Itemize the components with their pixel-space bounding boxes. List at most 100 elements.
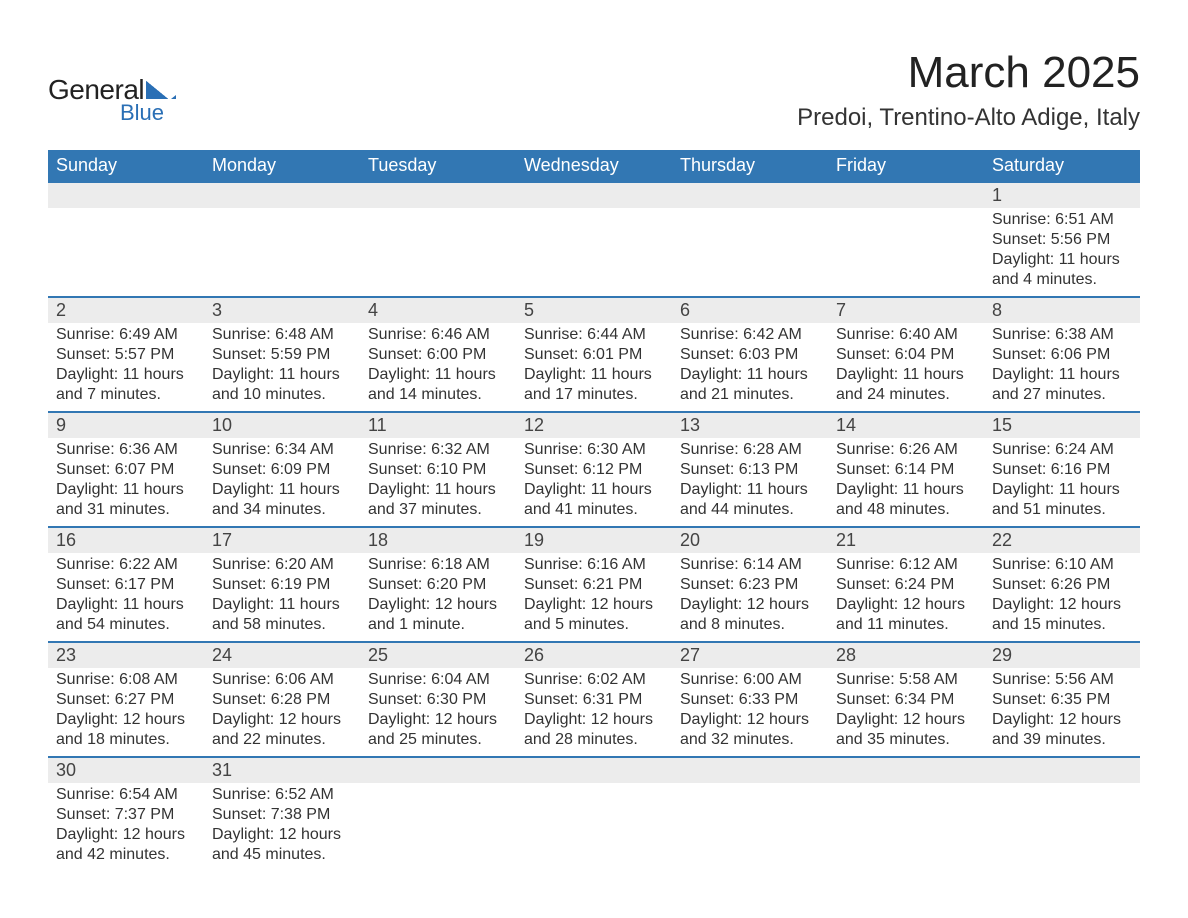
daylight-text: Daylight: 11 hours and 41 minutes.: [524, 480, 664, 520]
daylight-text: Daylight: 12 hours and 25 minutes.: [368, 710, 508, 750]
sunset-text: Sunset: 6:09 PM: [212, 460, 352, 480]
day-detail: Sunrise: 6:30 AMSunset: 6:12 PMDaylight:…: [516, 438, 672, 526]
day-detail: Sunrise: 6:32 AMSunset: 6:10 PMDaylight:…: [360, 438, 516, 526]
day-number: 12: [516, 413, 672, 438]
daylight-text: Daylight: 11 hours and 48 minutes.: [836, 480, 976, 520]
daylight-text: Daylight: 12 hours and 22 minutes.: [212, 710, 352, 750]
sunset-text: Sunset: 6:35 PM: [992, 690, 1132, 710]
day-number: 29: [984, 643, 1140, 668]
week-detail-row: Sunrise: 6:54 AMSunset: 7:37 PMDaylight:…: [48, 783, 1140, 871]
day-detail: Sunrise: 6:54 AMSunset: 7:37 PMDaylight:…: [48, 783, 204, 871]
day-number: 10: [204, 413, 360, 438]
sunrise-text: Sunrise: 6:30 AM: [524, 440, 664, 460]
daylight-text: Daylight: 11 hours and 24 minutes.: [836, 365, 976, 405]
day-detail: Sunrise: 6:02 AMSunset: 6:31 PMDaylight:…: [516, 668, 672, 756]
sunrise-text: Sunrise: 6:16 AM: [524, 555, 664, 575]
day-number: 28: [828, 643, 984, 668]
sunrise-text: Sunrise: 6:12 AM: [836, 555, 976, 575]
day-number: 1: [984, 183, 1140, 208]
day-number: 6: [672, 298, 828, 323]
week-daynum-row: 2345678: [48, 297, 1140, 323]
week-detail-row: Sunrise: 6:36 AMSunset: 6:07 PMDaylight:…: [48, 438, 1140, 527]
day-detail: Sunrise: 6:24 AMSunset: 6:16 PMDaylight:…: [984, 438, 1140, 526]
sunrise-text: Sunrise: 6:40 AM: [836, 325, 976, 345]
sunrise-text: Sunrise: 6:32 AM: [368, 440, 508, 460]
day-number: 22: [984, 528, 1140, 553]
page-title: March 2025: [797, 48, 1140, 98]
day-number: 2: [48, 298, 204, 323]
daylight-text: Daylight: 12 hours and 1 minute.: [368, 595, 508, 635]
sunset-text: Sunset: 6:06 PM: [992, 345, 1132, 365]
sunset-text: Sunset: 6:14 PM: [836, 460, 976, 480]
day-detail: Sunrise: 6:00 AMSunset: 6:33 PMDaylight:…: [672, 668, 828, 756]
sunset-text: Sunset: 6:10 PM: [368, 460, 508, 480]
day-number: 5: [516, 298, 672, 323]
sunset-text: Sunset: 6:23 PM: [680, 575, 820, 595]
sunset-text: Sunset: 6:33 PM: [680, 690, 820, 710]
dayheader-tuesday: Tuesday: [360, 150, 516, 182]
sunrise-text: Sunrise: 6:49 AM: [56, 325, 196, 345]
sunrise-text: Sunrise: 6:08 AM: [56, 670, 196, 690]
day-detail: Sunrise: 6:04 AMSunset: 6:30 PMDaylight:…: [360, 668, 516, 756]
daylight-text: Daylight: 11 hours and 7 minutes.: [56, 365, 196, 405]
day-detail: Sunrise: 6:36 AMSunset: 6:07 PMDaylight:…: [48, 438, 204, 526]
sunset-text: Sunset: 6:16 PM: [992, 460, 1132, 480]
daylight-text: Daylight: 11 hours and 10 minutes.: [212, 365, 352, 405]
sunset-text: Sunset: 6:24 PM: [836, 575, 976, 595]
day-detail: Sunrise: 6:06 AMSunset: 6:28 PMDaylight:…: [204, 668, 360, 756]
sunrise-text: Sunrise: 5:56 AM: [992, 670, 1132, 690]
day-number: 3: [204, 298, 360, 323]
daylight-text: Daylight: 11 hours and 27 minutes.: [992, 365, 1132, 405]
day-number: 21: [828, 528, 984, 553]
day-number: 13: [672, 413, 828, 438]
sunset-text: Sunset: 6:01 PM: [524, 345, 664, 365]
sunrise-text: Sunrise: 6:26 AM: [836, 440, 976, 460]
day-number: 4: [360, 298, 516, 323]
daylight-text: Daylight: 11 hours and 17 minutes.: [524, 365, 664, 405]
day-detail: Sunrise: 6:16 AMSunset: 6:21 PMDaylight:…: [516, 553, 672, 641]
week-daynum-row: 23242526272829: [48, 642, 1140, 668]
sunset-text: Sunset: 6:31 PM: [524, 690, 664, 710]
daylight-text: Daylight: 11 hours and 54 minutes.: [56, 595, 196, 635]
logo: General: [48, 74, 176, 126]
day-number: 27: [672, 643, 828, 668]
day-number: 17: [204, 528, 360, 553]
daylight-text: Daylight: 12 hours and 11 minutes.: [836, 595, 976, 635]
sunset-text: Sunset: 5:59 PM: [212, 345, 352, 365]
title-block: March 2025 Predoi, Trentino-Alto Adige, …: [797, 48, 1140, 132]
week-daynum-row: 1: [48, 182, 1140, 208]
sunset-text: Sunset: 5:56 PM: [992, 230, 1132, 250]
day-number: 8: [984, 298, 1140, 323]
daylight-text: Daylight: 12 hours and 45 minutes.: [212, 825, 352, 865]
sunset-text: Sunset: 5:57 PM: [56, 345, 196, 365]
day-detail: Sunrise: 5:58 AMSunset: 6:34 PMDaylight:…: [828, 668, 984, 756]
sunrise-text: Sunrise: 6:28 AM: [680, 440, 820, 460]
daylight-text: Daylight: 12 hours and 42 minutes.: [56, 825, 196, 865]
sunset-text: Sunset: 6:17 PM: [56, 575, 196, 595]
day-detail: Sunrise: 6:18 AMSunset: 6:20 PMDaylight:…: [360, 553, 516, 641]
day-number: 31: [204, 758, 360, 783]
daylight-text: Daylight: 12 hours and 18 minutes.: [56, 710, 196, 750]
day-detail: Sunrise: 6:34 AMSunset: 6:09 PMDaylight:…: [204, 438, 360, 526]
sunset-text: Sunset: 6:04 PM: [836, 345, 976, 365]
day-detail: Sunrise: 6:48 AMSunset: 5:59 PMDaylight:…: [204, 323, 360, 411]
day-number: 24: [204, 643, 360, 668]
sunrise-text: Sunrise: 6:10 AM: [992, 555, 1132, 575]
daylight-text: Daylight: 12 hours and 28 minutes.: [524, 710, 664, 750]
sunset-text: Sunset: 6:12 PM: [524, 460, 664, 480]
logo-text-blue: Blue: [120, 100, 176, 126]
day-number: 23: [48, 643, 204, 668]
day-detail: Sunrise: 6:49 AMSunset: 5:57 PMDaylight:…: [48, 323, 204, 411]
daylight-text: Daylight: 11 hours and 34 minutes.: [212, 480, 352, 520]
day-detail: Sunrise: 6:40 AMSunset: 6:04 PMDaylight:…: [828, 323, 984, 411]
day-detail: Sunrise: 6:10 AMSunset: 6:26 PMDaylight:…: [984, 553, 1140, 641]
sunrise-text: Sunrise: 6:20 AM: [212, 555, 352, 575]
dayheader-friday: Friday: [828, 150, 984, 182]
sunset-text: Sunset: 6:26 PM: [992, 575, 1132, 595]
header: General: [48, 48, 1140, 132]
sunrise-text: Sunrise: 6:44 AM: [524, 325, 664, 345]
sunset-text: Sunset: 6:19 PM: [212, 575, 352, 595]
daylight-text: Daylight: 12 hours and 35 minutes.: [836, 710, 976, 750]
day-detail: Sunrise: 6:46 AMSunset: 6:00 PMDaylight:…: [360, 323, 516, 411]
sunrise-text: Sunrise: 6:42 AM: [680, 325, 820, 345]
